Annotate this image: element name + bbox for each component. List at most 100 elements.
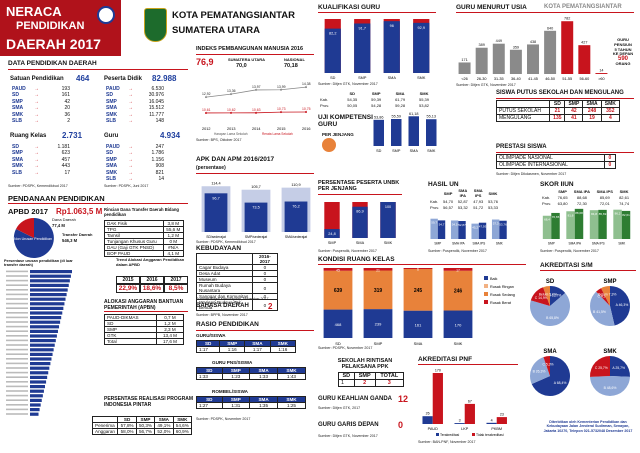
bar-value-label: 96 <box>390 24 394 28</box>
bar-2016-label: 81,6 <box>568 213 574 217</box>
bar-2017 <box>598 209 607 239</box>
arrow-icon: → <box>34 144 39 150</box>
pnf-source: Sumber: BAN-PNF, November 2017 <box>418 440 476 444</box>
arrow-icon: → <box>34 111 39 118</box>
bar-rusak-berat <box>443 268 473 271</box>
table-cell: 4 <box>600 114 621 122</box>
pie-slice-label: B 26,3% <box>533 369 546 373</box>
kv-label: SLB <box>106 175 116 182</box>
apk-source: Sumber: PDSPK, Kemendikbud 2017 <box>196 240 256 244</box>
pnf-value-label: 26 <box>426 412 430 416</box>
unbk-chart: 24,8 SMP 86,9 SMA 100 SMK <box>324 202 396 245</box>
legend-swatch <box>484 284 488 288</box>
pie-slice-label: B 65,8% <box>546 316 559 320</box>
kv-value: 148 <box>155 117 164 124</box>
bar-2017-label: 88,68 <box>575 211 583 215</box>
kv-row: SD → 30.976 <box>106 92 186 98</box>
ipm-harapan-line-label: 13,99 <box>277 85 286 89</box>
bar-label-placeholder <box>6 408 28 411</box>
apk-category-label: SD/sederajat <box>206 235 226 239</box>
bar-SMA <box>352 206 368 238</box>
pie-slice-label: A 13,7% <box>549 293 562 297</box>
bar-value-label: 82,2 <box>329 32 336 36</box>
kv-row: SMK → 821 <box>106 170 186 176</box>
kv-value: 161 <box>61 92 70 99</box>
table-row: Total 17,6 M <box>104 338 185 345</box>
bar-41-45 <box>527 44 539 74</box>
ipm-rata-line-label: 10,73 <box>277 107 286 111</box>
sedang-label: 245 <box>414 288 423 294</box>
arrow-icon: → <box>34 163 39 170</box>
berat-label: 6 <box>417 268 419 272</box>
kv-label: PAUD <box>106 86 120 92</box>
guru-rows: PAUD → 247 SD → 1.786 SMP → 1.156 SMA → 908 SMK → 821 S… <box>106 144 186 182</box>
bar-label-placeholder <box>6 279 28 282</box>
arrow-icon: → <box>34 98 39 105</box>
pnf-value-label: 170 <box>435 369 441 373</box>
ipm-rata-line-label: 10,62 <box>227 108 236 112</box>
bar-label-placeholder <box>6 413 28 415</box>
legend-swatch <box>472 433 475 436</box>
apm-value-label: 96,7 <box>212 196 219 200</box>
pie-slice-label: C 25,7% <box>595 366 608 370</box>
table-row: OLIMPIADE NASIONAL 0 <box>496 154 617 162</box>
bar-rusak-sedang <box>363 270 393 310</box>
table-cell: Prov. <box>430 204 440 210</box>
kualifikasi-title: KUALIFIKASI GURU <box>318 4 381 11</box>
arrow-icon: → <box>128 163 133 170</box>
title-line3: DAERAH 2017 <box>6 36 101 52</box>
rasio-title: RASIO PENDIDIKAN <box>196 321 259 328</box>
ipm-rata-line-label: 10,61 <box>202 108 211 112</box>
apbd-value: Rp1.063,5 M <box>56 207 103 216</box>
table-cell: 54,70 <box>443 198 454 204</box>
pie-slice-C <box>530 287 550 306</box>
arrow-icon: → <box>128 150 133 157</box>
table-header-cell <box>428 188 442 198</box>
table-cell: Kab. <box>320 96 329 102</box>
bar-value-label: 171 <box>461 58 467 62</box>
guru-usia-chart: 171 <26 389 26-30 449 31-35 359 36-40 438 41-45 64… <box>458 17 608 81</box>
bar-persentase <box>30 329 58 333</box>
guru-usia-region: KOTA PEMATANGSIANTAR <box>544 4 622 10</box>
table-row: Kab. 54,70 52,87 47,93 53,76 <box>428 198 500 204</box>
table-cell: 21 <box>549 107 566 115</box>
legend-label: Rusak Ringan <box>490 285 514 289</box>
table-cell: Kab. <box>542 194 551 200</box>
legend-label: Rusak Berat <box>490 301 512 305</box>
bar-value-label: 86,9 <box>356 210 363 214</box>
bar-persentase <box>30 352 53 356</box>
pie-slice-A <box>610 356 630 377</box>
bar-2017-label: 76,65 <box>552 215 560 219</box>
kv-row: SLB → 2 <box>12 118 92 124</box>
kv-label: SMA <box>12 156 24 163</box>
kv-label: SMK <box>12 163 24 170</box>
transfer-val: 546,3 M <box>62 238 78 243</box>
pnf-value-label: 23 <box>500 413 504 417</box>
table-cell: 1:33 <box>249 373 279 380</box>
baik-label: 239 <box>375 322 382 327</box>
bar-category-label: 36-40 <box>511 77 521 81</box>
bar-label-placeholder <box>6 376 28 378</box>
bar-56-60 <box>578 45 591 74</box>
kv-value: 457 <box>61 156 70 163</box>
bar-SMK <box>380 202 396 238</box>
table-cell: Penerima <box>91 422 119 429</box>
kv-label: SMP <box>12 150 23 157</box>
dana-daerah-label: Dana Daerah <box>52 217 76 222</box>
bar-persentase <box>30 274 71 278</box>
bar-category-label: 26-30 <box>477 77 487 81</box>
ipm-legend-rata: Rerata Lama Sekolah <box>262 132 293 136</box>
bar-label-placeholder <box>6 353 28 355</box>
kondisi-source: Sumber: PDSPK, November 2017 <box>318 346 373 350</box>
bar-value-label: 640 <box>547 26 553 30</box>
table-cell: 55,39 <box>419 96 430 102</box>
bar-terakreditasi <box>486 422 497 424</box>
bar-label-placeholder <box>6 367 28 369</box>
bar-label-placeholder <box>6 362 28 365</box>
kondisi-category-label: SMA <box>414 341 423 346</box>
table-cell: 53,76 <box>487 198 498 204</box>
table-row: Tunjangan Khusus Guru 0 M <box>104 238 185 245</box>
kv-value: 193 <box>61 86 70 92</box>
table-cell: Rumah Budaya Nusantara <box>196 282 253 294</box>
arrow-icon: → <box>128 111 133 118</box>
